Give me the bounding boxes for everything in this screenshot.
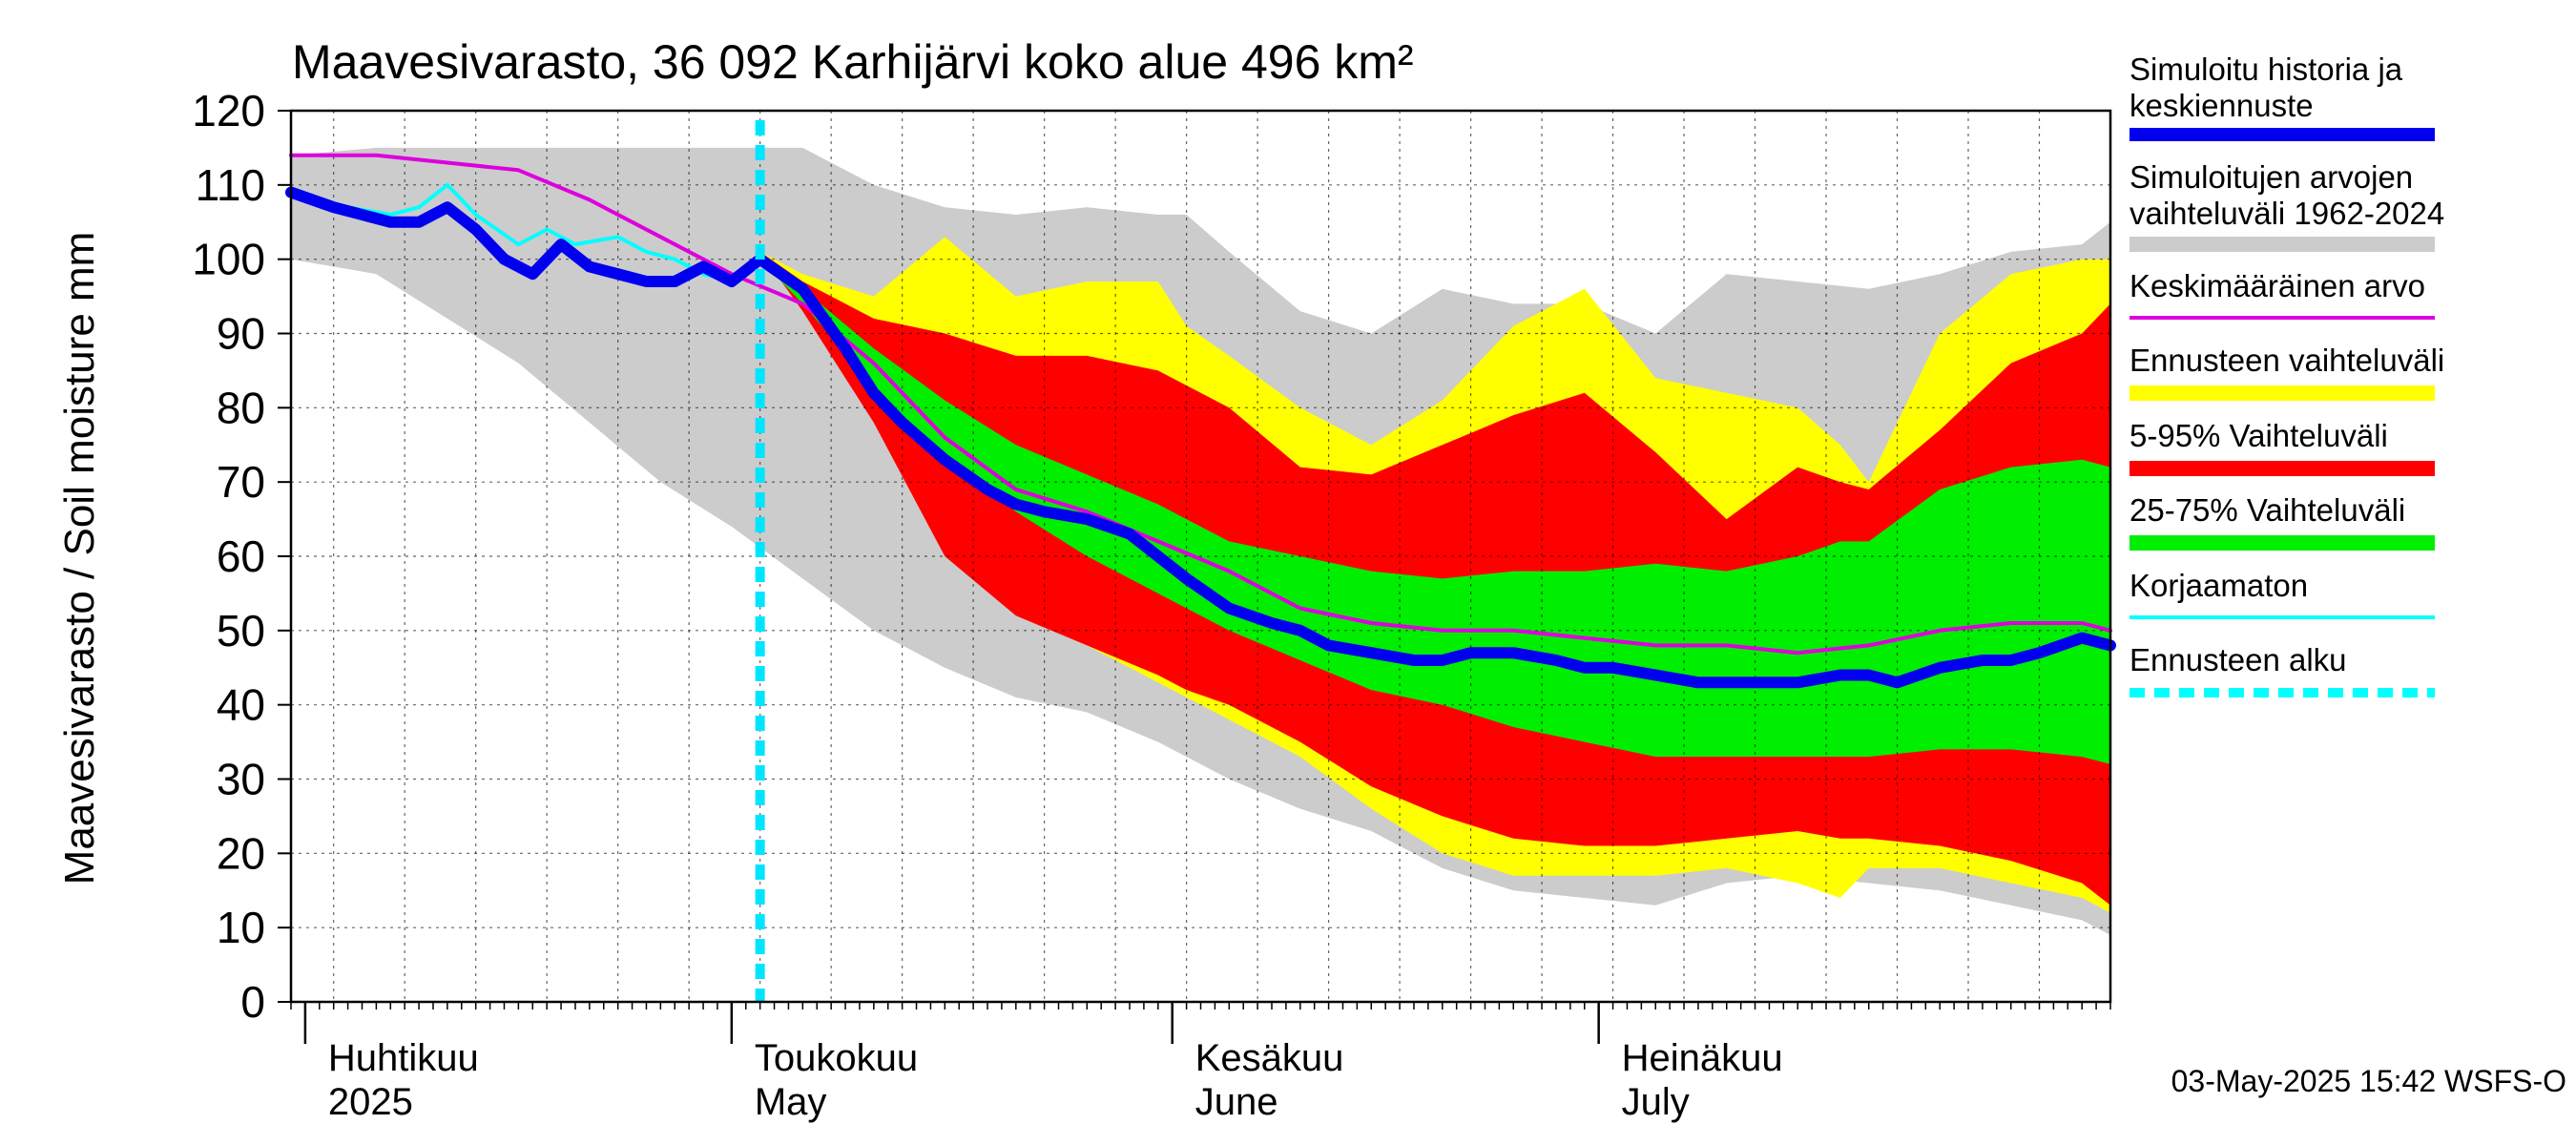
legend-label: Keskimääräinen arvo [2129,268,2425,303]
legend-label: Simuloitujen arvojen vaihteluväli 1962-20… [2129,159,2444,231]
mean-line [289,153,2112,656]
x-month-label: Heinäkuu [1622,1037,1783,1079]
legend-label: Korjaamaton [2129,568,2308,603]
y-tick-label: 120 [192,86,265,135]
x-month-sublabel: May [755,1081,827,1123]
y-axis-label: Maavesivarasto / Soil moisture mm [56,232,103,885]
y-tick-label: 110 [196,160,265,210]
x-month-label: Kesäkuu [1195,1037,1344,1079]
legend-label: 5-95% Vaihteluväli [2129,418,2388,453]
y-tick-label: 60 [217,531,265,581]
legend: Simuloitu historia ja keskiennusteSimuloi… [2129,52,2444,697]
median-line [285,186,2116,689]
x-month-label: Toukokuu [755,1037,918,1079]
y-tick-label: 20 [217,828,265,878]
legend-label: Ennusteen alku [2129,642,2347,677]
y-tick-label: 70 [217,457,265,507]
x-month-label: Huhtikuu [328,1037,479,1079]
legend-label: Simuloitu historia ja keskiennuste [2129,52,2403,123]
footer-timestamp: 03-May-2025 15:42 WSFS-O [2171,1064,2566,1098]
y-tick-label: 100 [192,235,265,284]
y-tick-label: 40 [217,680,265,730]
chart-title: Maavesivarasto, 36 092 Karhijärvi koko a… [292,35,1414,89]
y-tick-label: 90 [217,309,265,359]
y-tick-label: 0 [240,977,265,1027]
legend-label-line: Simuloitujen arvojen [2129,159,2413,195]
y-tick-label: 80 [217,383,265,432]
x-month-sublabel: 2025 [328,1081,413,1123]
legend-label-line: vaihteluväli 1962-2024 [2129,196,2444,231]
plot-area [285,109,2116,1004]
y-axis-ticks: 0 10 20 30 40 50 60 70 80 90 100 110 120 [192,86,291,1027]
legend-label: Ennusteen vaihteluväli [2129,343,2444,378]
y-tick-label: 10 [217,903,265,952]
x-month-sublabel: June [1195,1081,1278,1123]
x-month-sublabel: July [1622,1081,1690,1123]
y-tick-label: 50 [217,606,265,656]
p25-75-band [759,259,2110,764]
legend-label: 25-75% Vaihteluväli [2129,492,2405,528]
legend-label-line: Simuloitu historia ja [2129,52,2403,87]
legend-label-line: keskiennuste [2129,88,2314,123]
y-tick-label: 30 [217,755,265,804]
